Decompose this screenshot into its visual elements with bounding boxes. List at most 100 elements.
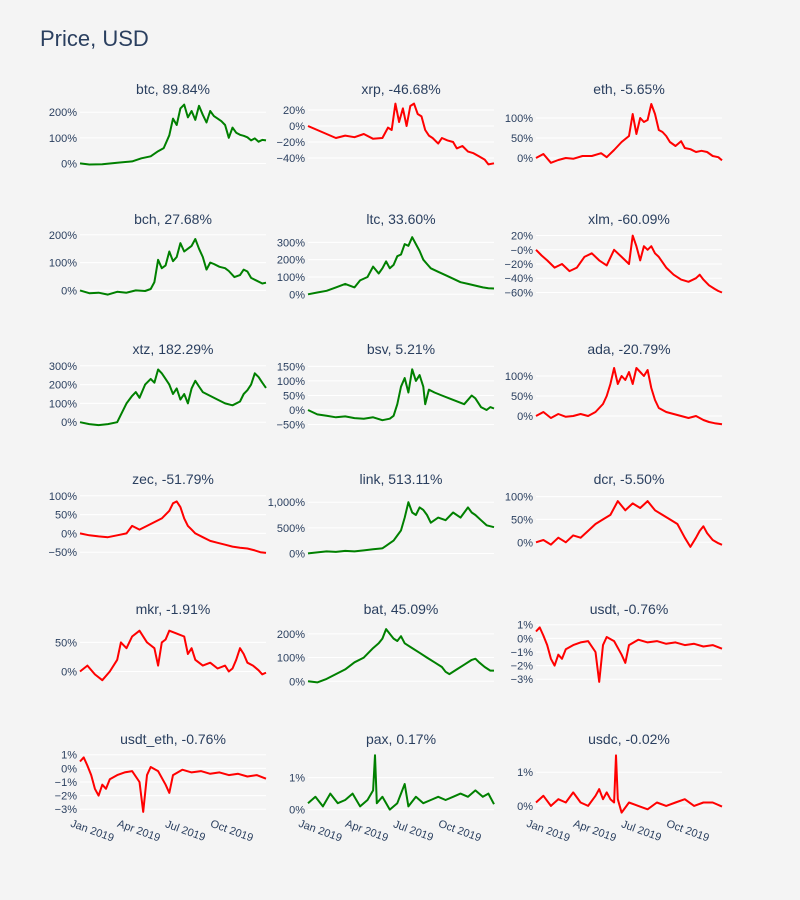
- subplot-title: ltc, 33.60%: [366, 211, 435, 227]
- series-line-bsv: [307, 368, 495, 422]
- y-tick-label: 200%: [49, 230, 77, 242]
- y-tick-label: 0%: [61, 763, 77, 775]
- y-tick-label: 150%: [277, 361, 305, 373]
- y-tick-label: −40%: [277, 153, 306, 165]
- y-tick-label: −2%: [55, 791, 78, 803]
- y-tick-label: 100%: [49, 491, 77, 503]
- subplot-title: usdc, -0.02%: [588, 731, 670, 747]
- subplot-title: ada, -20.79%: [587, 341, 670, 357]
- subplot-title: xrp, -46.68%: [361, 81, 440, 97]
- y-tick-label: 0%: [61, 528, 77, 540]
- figure-title: Price, USD: [40, 26, 149, 51]
- y-tick-label: 500%: [277, 523, 305, 535]
- y-tick-label: 1%: [517, 620, 533, 632]
- x-tick-label: Oct 2019: [665, 818, 711, 845]
- subplot-title: link, 513.11%: [359, 471, 442, 487]
- y-tick-label: 100%: [277, 272, 305, 284]
- y-tick-label: −20%: [277, 137, 306, 149]
- y-tick-label: 200%: [277, 629, 305, 641]
- y-tick-label: 50%: [511, 514, 533, 526]
- y-tick-label: 0%: [61, 417, 77, 429]
- y-tick-label: −20%: [505, 259, 534, 271]
- y-tick-label: 50%: [283, 390, 305, 402]
- subplot-eth: 100% 50% 0% eth, -5.65%: [505, 81, 723, 165]
- subplot-link: 1,000% 500% 0% link, 513.11%: [268, 471, 495, 560]
- subplot-bch: 200% 100% 0% bch, 27.68%: [49, 211, 267, 297]
- y-tick-label: 0%: [517, 537, 533, 549]
- y-tick-label: 0%: [289, 805, 305, 817]
- subplot-ada: 100% 50% 0% ada, -20.79%: [505, 341, 723, 426]
- series-line-link: [307, 501, 495, 555]
- y-tick-label: 1%: [289, 773, 305, 785]
- y-tick-label: 50%: [511, 391, 533, 403]
- y-tick-label: 100%: [505, 113, 533, 125]
- y-tick-label: −1%: [55, 777, 78, 789]
- series-line-xlm: [535, 234, 723, 294]
- series-line-zec: [79, 500, 267, 554]
- series-line-dcr: [535, 500, 723, 548]
- y-tick-label: 0%: [517, 633, 533, 645]
- y-tick-label: 100%: [277, 376, 305, 388]
- subplot-title: pax, 0.17%: [366, 731, 436, 747]
- x-tick-label: Oct 2019: [437, 818, 483, 845]
- x-tick-label: Jul 2019: [392, 818, 435, 844]
- y-tick-label: 0%: [61, 285, 77, 297]
- series-line-xrp: [307, 102, 495, 166]
- subplot-title: bch, 27.68%: [134, 211, 212, 227]
- subplot-title: bsv, 5.21%: [367, 341, 435, 357]
- y-tick-label: 1%: [517, 767, 533, 779]
- subplot-ltc: 300% 200% 100% 0% ltc, 33.60%: [277, 211, 495, 301]
- y-tick-label: 0%: [517, 153, 533, 165]
- x-tick-label: Apr 2019: [344, 818, 390, 845]
- y-tick-label: 300%: [49, 361, 77, 373]
- subplot-title: xlm, -60.09%: [588, 211, 670, 227]
- series-line-ltc: [307, 236, 495, 296]
- x-tick-label: Jan 2019: [69, 818, 116, 845]
- subplot-xlm: 20% −0% −20% −40% −60% xlm, -60.09%: [505, 211, 723, 299]
- subplot-xtz: 300% 200% 100% 0% xtz, 182.29%: [49, 341, 267, 429]
- subplot-usdt: 1%0% −1% −2%−3% usdt, -0.76%: [511, 601, 723, 686]
- subplot-bat: 200% 100% 0% bat, 45.09%: [277, 601, 494, 688]
- y-tick-label: 1,000%: [268, 497, 306, 509]
- subplot-usdt_eth: 1%0% −1% −2%−3% usdt_eth, -0.76% Jan 2019 Apr…: [55, 731, 267, 845]
- series-line-btc: [79, 103, 267, 166]
- series-line-bat: [307, 628, 494, 684]
- y-tick-label: −2%: [511, 661, 534, 673]
- subplot-zec: 100% 50% 0% −50% zec, -51.79%: [49, 471, 267, 559]
- y-tick-label: −50%: [277, 420, 306, 432]
- series-line-xtz: [79, 368, 267, 427]
- subplot-title: usdt, -0.76%: [590, 601, 669, 617]
- y-tick-label: 100%: [505, 492, 533, 504]
- y-tick-label: −3%: [511, 674, 534, 686]
- y-tick-label: 0%: [289, 676, 305, 688]
- y-tick-label: 200%: [49, 380, 77, 392]
- x-tick-label: Apr 2019: [572, 818, 618, 845]
- y-tick-label: −3%: [55, 804, 78, 816]
- subplot-xrp: 20% 0% −20% −40% xrp, -46.68%: [277, 81, 495, 166]
- subplot-title: usdt_eth, -0.76%: [120, 731, 226, 747]
- subplot-title: dcr, -5.50%: [594, 471, 665, 487]
- subplot-bsv: 150% 100% 50% 0% −50% bsv, 5.21%: [277, 341, 495, 432]
- y-tick-label: 50%: [511, 133, 533, 145]
- subplot-title: eth, -5.65%: [593, 81, 665, 97]
- y-tick-label: 100%: [49, 133, 77, 145]
- subplot-title: mkr, -1.91%: [136, 601, 211, 617]
- y-tick-label: −0%: [511, 245, 534, 257]
- subplot-btc: 0% 100% 200% btc, 89.84%: [49, 81, 267, 170]
- y-tick-label: 0%: [289, 121, 305, 133]
- y-tick-label: 20%: [283, 105, 305, 117]
- y-tick-label: 100%: [505, 371, 533, 383]
- y-tick-label: 0%: [517, 801, 533, 813]
- x-tick-label: Jan 2019: [297, 818, 344, 845]
- y-tick-label: 0%: [61, 158, 77, 170]
- y-tick-label: 50%: [55, 510, 77, 522]
- series-line-eth: [535, 103, 723, 164]
- x-tick-label: Apr 2019: [116, 818, 162, 845]
- x-tick-label: Jan 2019: [525, 818, 572, 845]
- y-tick-label: −60%: [505, 287, 534, 299]
- y-tick-label: 0%: [289, 548, 305, 560]
- subplot-title: xtz, 182.29%: [133, 341, 214, 357]
- y-tick-label: 100%: [277, 653, 305, 665]
- y-tick-label: 200%: [49, 107, 77, 119]
- subplot-usdc: 1% 0% usdc, -0.02% Jan 2019 Apr 2019 Jul 2019…: [517, 731, 723, 845]
